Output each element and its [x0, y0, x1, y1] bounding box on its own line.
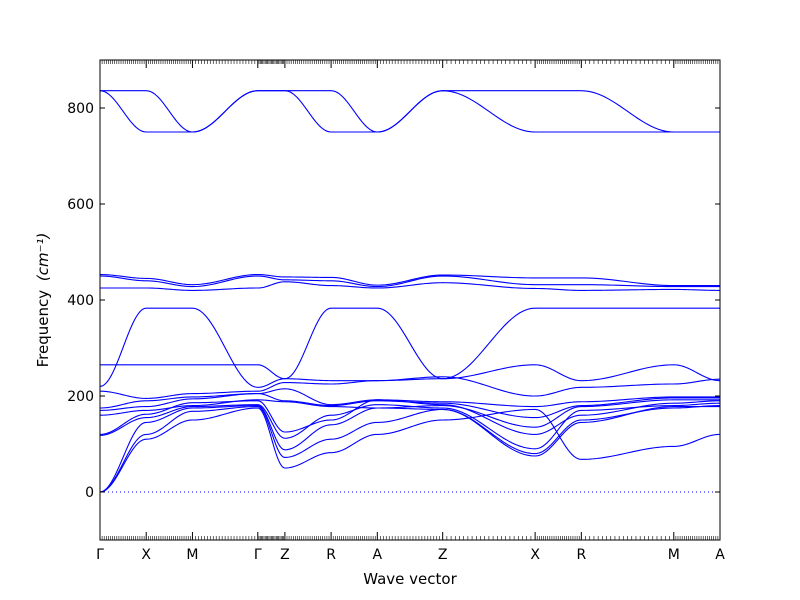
band-lines [99, 90, 721, 493]
y-axis-ticks: 0 200 400 600 800 [67, 101, 720, 501]
y-axis-title-text: Frequency [34, 290, 52, 368]
y-axis-unit: (cm⁻¹) [34, 233, 52, 282]
x-tick-label: R [576, 547, 586, 563]
y-tick-label: 800 [67, 101, 94, 117]
band-line-6 [99, 399, 720, 428]
band-line-7 [99, 393, 720, 419]
x-tick-label: Z [438, 547, 448, 563]
x-tick-label: X [530, 547, 540, 563]
x-tick-label: M [668, 547, 680, 563]
x-tick-label: Z [280, 547, 290, 563]
plot-frame [99, 59, 721, 541]
x-tick-label: R [326, 547, 336, 563]
band-line-4 [99, 402, 721, 450]
band-line-8 [99, 388, 720, 409]
x-tick-label: A [373, 547, 383, 563]
x-tick-label: M [186, 547, 198, 563]
y-tick-label: 600 [67, 197, 94, 213]
y-tick-label: 200 [67, 389, 94, 405]
band-line-3 [99, 405, 721, 493]
y-tick-label: 400 [67, 293, 94, 309]
band-line-13 [99, 275, 720, 288]
band-line-16 [100, 90, 720, 133]
minor-ticks [101, 60, 719, 540]
band-line-14 [99, 274, 720, 287]
band-line-1 [99, 407, 721, 493]
band-line-11 [100, 364, 721, 382]
y-tick-label: 0 [85, 485, 94, 501]
x-axis-title: Wave vector [363, 570, 457, 588]
x-tick-label: A [715, 547, 725, 563]
band-line-10 [99, 307, 720, 388]
band-line-15 [99, 90, 720, 133]
band-line-5 [99, 399, 721, 435]
x-tick-label: Γ [96, 547, 104, 563]
band-line-9 [99, 376, 721, 399]
x-tick-label: Γ [254, 547, 262, 563]
band-line-12 [100, 281, 720, 291]
band-line-2 [99, 406, 720, 493]
x-tick-label: X [141, 547, 151, 563]
y-axis-title: Frequency (cm⁻¹) [34, 233, 52, 368]
